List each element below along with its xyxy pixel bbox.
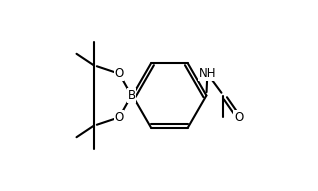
Text: NH: NH <box>199 67 216 80</box>
Text: O: O <box>234 111 243 124</box>
Text: O: O <box>114 67 124 80</box>
Text: B: B <box>128 89 135 102</box>
Text: O: O <box>114 111 124 124</box>
